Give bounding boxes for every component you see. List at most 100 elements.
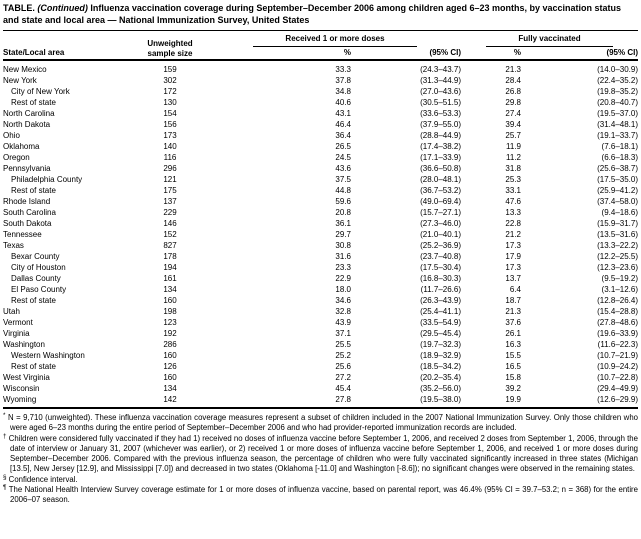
cell-received-ci: (23.7–40.8) <box>420 252 461 261</box>
cell-received-pct: 40.6 <box>335 98 351 107</box>
cell-fully-ci: (19.8–35.2) <box>597 87 638 96</box>
cell-state-local-area: Oregon <box>3 153 30 162</box>
table-title-text: Influenza vaccination coverage during Se… <box>3 3 622 25</box>
cell-state-local-area: Dallas County <box>11 274 61 283</box>
cell-sample-size: 192 <box>163 329 177 338</box>
cell-fully-pct: 17.9 <box>505 252 521 261</box>
cell-sample-size: 827 <box>163 241 177 250</box>
cell-fully-pct: 28.4 <box>505 76 521 85</box>
cell-received-pct: 27.2 <box>335 373 351 382</box>
footnote-marker: § <box>3 473 7 481</box>
cell-fully-ci: (11.6–22.3) <box>597 340 638 349</box>
cell-fully-pct: 11.2 <box>506 153 521 162</box>
cell-sample-size: 130 <box>163 98 177 107</box>
table-row: Pennsylvania 296 43.6 (36.6–50.8) 31.8 (25.6–… <box>3 163 638 174</box>
table-row: City of Houston 194 23.3 (17.5–30.4) 17.3 (12… <box>3 262 638 273</box>
cell-fully-pct: 47.6 <box>505 197 521 206</box>
cell-received-pct: 31.6 <box>335 252 351 261</box>
cell-received-pct: 44.8 <box>335 186 351 195</box>
cell-state-local-area: Ohio <box>3 131 20 140</box>
table-title: TABLE. (Continued) Influenza vaccination… <box>3 3 638 26</box>
cell-received-ci: (17.1–33.9) <box>420 153 461 162</box>
cell-fully-pct: 21.3 <box>505 65 521 74</box>
cell-fully-ci: (13.3–22.2) <box>597 241 638 250</box>
cell-fully-ci: (19.5–37.0) <box>597 109 638 118</box>
cell-fully-ci: (12.3–23.6) <box>597 263 638 272</box>
cell-received-pct: 20.8 <box>335 208 351 217</box>
cell-fully-pct: 13.3 <box>505 208 521 217</box>
cell-received-ci: (27.0–43.6) <box>420 87 461 96</box>
cell-received-pct: 37.1 <box>335 329 351 338</box>
cell-fully-ci: (9.5–19.2) <box>601 274 638 283</box>
cell-sample-size: 134 <box>163 384 177 393</box>
cell-received-ci: (17.4–38.2) <box>420 142 461 151</box>
cell-received-pct: 34.8 <box>335 87 351 96</box>
cell-received-pct: 24.5 <box>335 153 351 162</box>
table-row: West Virginia 160 27.2 (20.2–35.4) 15.8 (10.7… <box>3 372 638 383</box>
cell-state-local-area: Wyoming <box>3 395 37 404</box>
col-header-received-ci: (95% CI) <box>429 48 461 57</box>
cell-sample-size: 126 <box>163 362 177 371</box>
table-row: Rhode Island 137 59.6 (49.0–69.4) 47.6 (37.4–… <box>3 196 638 207</box>
cell-fully-ci: (14.0–30.9) <box>597 65 638 74</box>
cell-fully-ci: (22.4–35.2) <box>597 76 638 85</box>
table-row: Rest of state 126 25.6 (18.5–34.2) 16.5 (10.9… <box>3 361 638 372</box>
cell-state-local-area: Western Washington <box>11 351 85 360</box>
cell-fully-pct: 17.3 <box>505 263 521 272</box>
cell-fully-pct: 21.3 <box>505 307 521 316</box>
cell-fully-pct: 27.4 <box>505 109 521 118</box>
footnote-text: N = 9,710 (unweighted). These influenza … <box>5 413 638 433</box>
cell-fully-ci: (31.4–48.1) <box>597 120 638 129</box>
cell-received-ci: (28.8–44.9) <box>420 131 461 140</box>
cell-fully-ci: (6.6–18.3) <box>601 153 638 162</box>
footnote-text: Children were considered fully vaccinate… <box>6 433 638 474</box>
cell-fully-pct: 37.6 <box>505 318 521 327</box>
cell-fully-ci: (25.6–38.7) <box>597 164 638 173</box>
cell-fully-pct: 16.3 <box>505 340 521 349</box>
table-row: Ohio 173 36.4 (28.8–44.9) 25.7 (19.1–33.7) <box>3 130 638 141</box>
cell-received-ci: (19.7–32.3) <box>420 340 461 349</box>
cell-received-pct: 25.5 <box>335 340 351 349</box>
cell-received-ci: (33.6–53.3) <box>420 109 461 118</box>
cell-fully-pct: 16.5 <box>505 362 521 371</box>
table-row: El Paso County 134 18.0 (11.7–26.6) 6.4 (3.1–… <box>3 284 638 295</box>
cell-fully-ci: (37.4–58.0) <box>597 197 638 206</box>
cell-received-ci: (31.3–44.9) <box>420 76 461 85</box>
cell-received-ci: (25.4–41.1) <box>420 307 461 316</box>
cell-received-ci: (15.7–27.1) <box>420 208 461 217</box>
cell-sample-size: 134 <box>163 285 177 294</box>
table-row: New Mexico 159 33.3 (24.3–43.7) 21.3 (14.0–30… <box>3 60 638 75</box>
cell-received-ci: (30.5–51.5) <box>420 98 461 107</box>
cell-received-ci: (33.5–54.9) <box>420 318 461 327</box>
cell-state-local-area: El Paso County <box>11 285 67 294</box>
cell-fully-pct: 39.2 <box>505 384 521 393</box>
cell-received-pct: 27.8 <box>335 395 351 404</box>
cell-state-local-area: Rest of state <box>11 362 56 371</box>
table-row: City of New York 172 34.8 (27.0–43.6) 26.8 (1… <box>3 86 638 97</box>
cell-fully-pct: 25.7 <box>505 131 521 140</box>
cell-fully-pct: 31.8 <box>505 164 521 173</box>
cell-received-ci: (49.0–69.4) <box>420 197 461 206</box>
cell-fully-pct: 33.1 <box>505 186 521 195</box>
col-group-fully-vaccinated: Fully vaccinated <box>461 31 638 47</box>
cell-state-local-area: West Virginia <box>3 373 50 382</box>
sample-header-line2: sample size <box>147 48 193 58</box>
cell-received-pct: 36.4 <box>335 131 351 140</box>
table-body: New Mexico 159 33.3 (24.3–43.7) 21.3 (14.0–30… <box>3 60 638 408</box>
cell-received-ci: (17.5–30.4) <box>420 263 461 272</box>
sample-header-line1: Unweighted <box>147 39 193 48</box>
cell-fully-ci: (3.1–12.6) <box>601 285 638 294</box>
footnote-text: Confidence interval. <box>6 474 78 484</box>
cell-fully-ci: (27.8–48.6) <box>597 318 638 327</box>
cell-sample-size: 296 <box>163 164 177 173</box>
cell-received-pct: 37.5 <box>335 175 351 184</box>
cell-state-local-area: Vermont <box>3 318 33 327</box>
cell-received-ci: (16.8–30.3) <box>420 274 461 283</box>
cell-sample-size: 172 <box>163 87 177 96</box>
cell-fully-ci: (29.4–49.9) <box>597 384 638 393</box>
cell-received-ci: (28.0–48.1) <box>420 175 461 184</box>
cell-fully-pct: 22.8 <box>505 219 521 228</box>
cell-received-pct: 18.0 <box>335 285 351 294</box>
table-row: Tennessee 152 29.7 (21.0–40.1) 21.2 (13.5–31.… <box>3 229 638 240</box>
